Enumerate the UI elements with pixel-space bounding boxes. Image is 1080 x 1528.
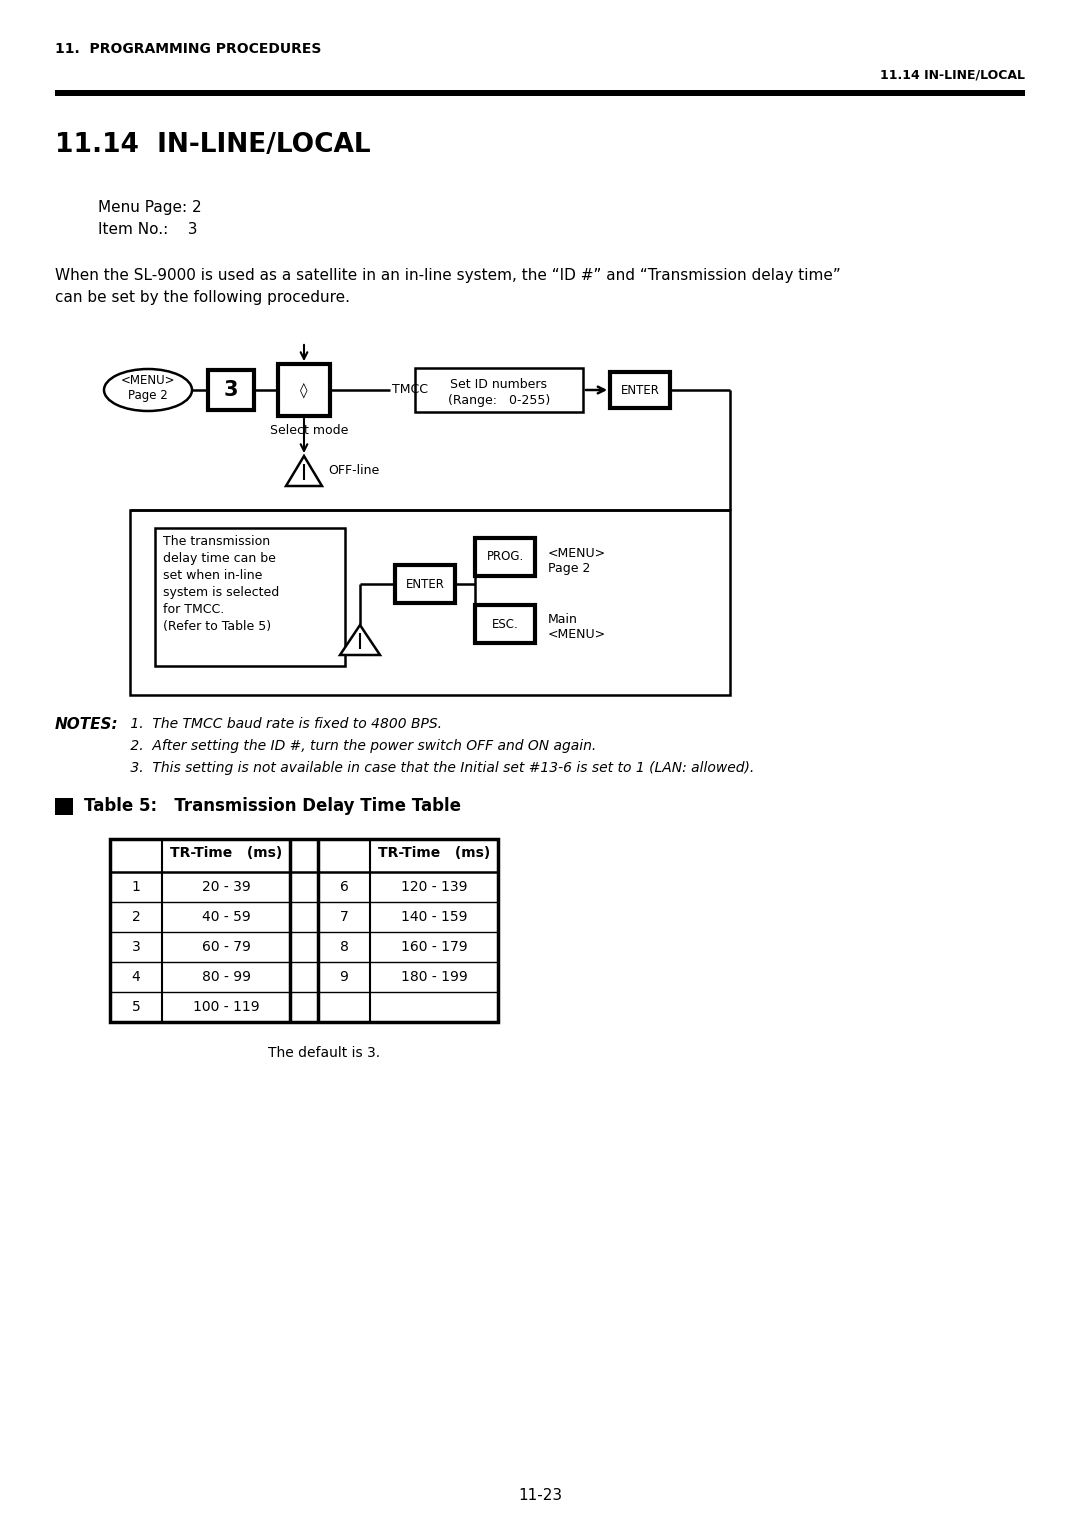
- Text: 80 - 99: 80 - 99: [202, 970, 251, 984]
- Text: NOTES:: NOTES:: [55, 717, 119, 732]
- Text: <MENU>: <MENU>: [121, 373, 175, 387]
- Bar: [475, 605, 535, 643]
- Polygon shape: [286, 455, 322, 486]
- Text: ENTER: ENTER: [406, 578, 445, 590]
- Text: OFF-line: OFF-line: [328, 465, 379, 477]
- Text: 8: 8: [339, 940, 349, 953]
- Text: ESC.: ESC.: [491, 617, 518, 631]
- Text: Page 2: Page 2: [548, 562, 591, 575]
- Text: ENTER: ENTER: [621, 384, 660, 396]
- Text: 1.  The TMCC baud rate is fixed to 4800 BPS.: 1. The TMCC baud rate is fixed to 4800 B…: [126, 717, 442, 730]
- Text: 6: 6: [339, 880, 349, 894]
- Text: Set ID numbers: Set ID numbers: [450, 377, 548, 391]
- Text: Select mode: Select mode: [270, 423, 349, 437]
- Text: <MENU>: <MENU>: [548, 547, 606, 559]
- Text: 100 - 119: 100 - 119: [192, 999, 259, 1015]
- Bar: [130, 510, 730, 695]
- Text: 11-23: 11-23: [518, 1488, 562, 1504]
- Text: PROG.: PROG.: [486, 550, 524, 564]
- Text: Table 5:   Transmission Delay Time Table: Table 5: Transmission Delay Time Table: [84, 798, 461, 814]
- Text: delay time can be: delay time can be: [163, 552, 275, 565]
- Text: (Refer to Table 5): (Refer to Table 5): [163, 620, 271, 633]
- Text: 40 - 59: 40 - 59: [202, 911, 251, 924]
- Text: 2.  After setting the ID #, turn the power switch OFF and ON again.: 2. After setting the ID #, turn the powe…: [126, 740, 596, 753]
- Bar: [278, 364, 330, 416]
- Text: 4: 4: [132, 970, 140, 984]
- Text: Item No.:    3: Item No.: 3: [98, 222, 198, 237]
- Text: 3: 3: [132, 940, 140, 953]
- Bar: [156, 529, 345, 666]
- Text: TR-Time   (ms): TR-Time (ms): [170, 847, 282, 860]
- Text: 1: 1: [132, 880, 140, 894]
- Text: TR-Time   (ms): TR-Time (ms): [378, 847, 490, 860]
- Text: (Range:   0-255): (Range: 0-255): [448, 394, 550, 406]
- Text: Page 2: Page 2: [129, 390, 167, 402]
- Text: TMCC: TMCC: [392, 384, 428, 396]
- Text: 3: 3: [224, 380, 239, 400]
- Ellipse shape: [104, 368, 192, 411]
- Bar: [395, 565, 455, 604]
- Bar: [415, 368, 583, 413]
- Polygon shape: [340, 625, 380, 656]
- Text: 11.14  IN-LINE/LOCAL: 11.14 IN-LINE/LOCAL: [55, 131, 370, 157]
- Text: 160 - 179: 160 - 179: [401, 940, 468, 953]
- Text: Main: Main: [548, 613, 578, 626]
- Text: 9: 9: [339, 970, 349, 984]
- Text: <MENU>: <MENU>: [548, 628, 606, 642]
- Text: 20 - 39: 20 - 39: [202, 880, 251, 894]
- Bar: [475, 538, 535, 576]
- Bar: [208, 370, 254, 410]
- Bar: [610, 371, 670, 408]
- Bar: [55, 798, 73, 814]
- Text: for TMCC.: for TMCC.: [163, 604, 225, 616]
- Bar: [55, 90, 1025, 96]
- Text: When the SL-9000 is used as a satellite in an in-line system, the “ID #” and “Tr: When the SL-9000 is used as a satellite …: [55, 267, 840, 283]
- Text: 7: 7: [339, 911, 349, 924]
- Text: can be set by the following procedure.: can be set by the following procedure.: [55, 290, 350, 306]
- Text: The default is 3.: The default is 3.: [268, 1047, 380, 1060]
- Text: 11.14 IN-LINE/LOCAL: 11.14 IN-LINE/LOCAL: [880, 69, 1025, 81]
- Text: 120 - 139: 120 - 139: [401, 880, 468, 894]
- Bar: [110, 839, 498, 1022]
- Text: 3.  This setting is not available in case that the Initial set #13-6 is set to 1: 3. This setting is not available in case…: [126, 761, 754, 775]
- Text: ◊: ◊: [300, 382, 308, 397]
- Text: 60 - 79: 60 - 79: [202, 940, 251, 953]
- Text: 2: 2: [132, 911, 140, 924]
- Text: The transmission: The transmission: [163, 535, 270, 549]
- Text: system is selected: system is selected: [163, 587, 280, 599]
- Text: 180 - 199: 180 - 199: [401, 970, 468, 984]
- Text: 11.  PROGRAMMING PROCEDURES: 11. PROGRAMMING PROCEDURES: [55, 41, 322, 57]
- Text: Menu Page: 2: Menu Page: 2: [98, 200, 202, 215]
- Text: 5: 5: [132, 999, 140, 1015]
- Text: set when in-line: set when in-line: [163, 568, 262, 582]
- Text: 140 - 159: 140 - 159: [401, 911, 468, 924]
